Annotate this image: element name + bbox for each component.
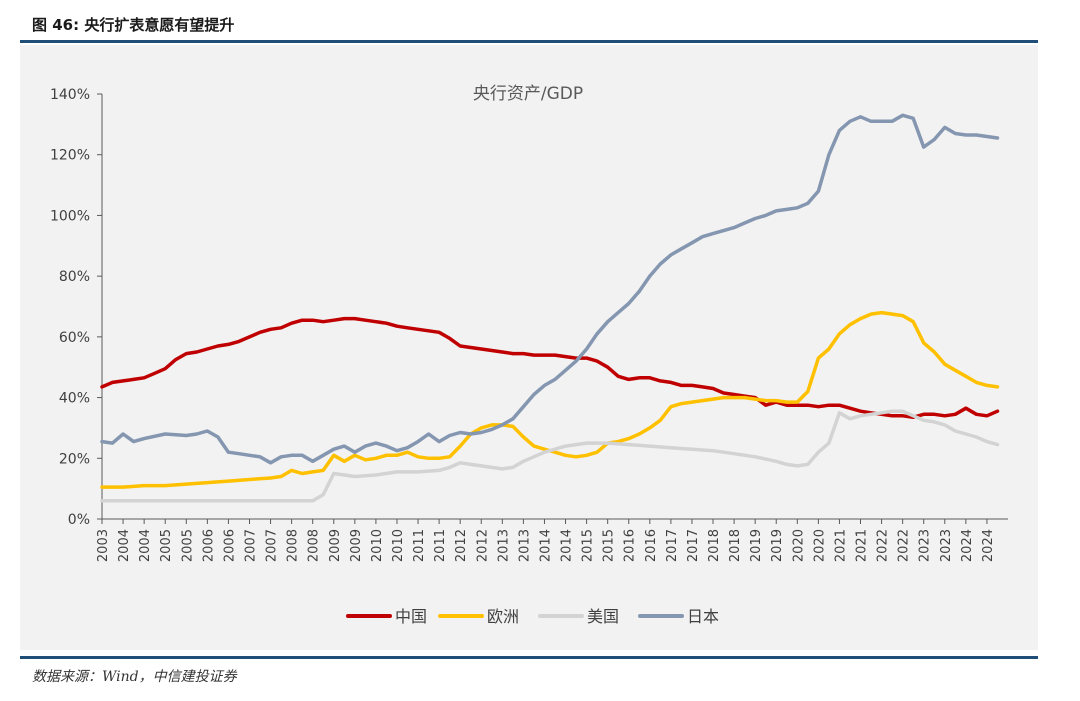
x-tick-label: 2013: [496, 529, 511, 562]
x-tick-label: 2007: [243, 529, 258, 562]
x-tick-label: 2005: [180, 529, 195, 562]
x-tick-label: 2014: [560, 529, 575, 562]
x-tick-label: 2017: [686, 529, 701, 562]
y-tick-label: 0%: [68, 512, 90, 528]
legend: 中国 欧洲 美国 日本: [346, 607, 719, 626]
x-tick-label: 2004: [117, 529, 132, 562]
x-tick-label: 2019: [749, 529, 764, 562]
x-tick-label: 2016: [623, 529, 638, 562]
x-tick-label: 2006: [201, 529, 216, 562]
y-tick-label: 60%: [59, 330, 90, 346]
legend-label: 美国: [587, 607, 619, 626]
x-tick-label: 2013: [517, 529, 532, 562]
series-line-2: [100, 409, 1000, 503]
series-line-1: [100, 310, 1000, 489]
x-tick-label: 2010: [370, 529, 385, 562]
x-tick-label: 2020: [791, 529, 806, 562]
y-tick-label: 120%: [50, 148, 90, 164]
x-tick-label: 2011: [412, 529, 427, 562]
x-tick-label: 2020: [812, 529, 827, 562]
x-tick-label: 2009: [349, 529, 364, 562]
x-tick-label: 2022: [897, 529, 912, 562]
figure-title: 图 46: 央行扩表意愿有望提升: [32, 16, 235, 34]
y-tick-label: 100%: [50, 208, 90, 224]
series-line-0: [100, 316, 1000, 420]
x-tick-label: 2012: [475, 529, 490, 562]
x-tick-label: 2016: [644, 529, 659, 562]
legend-label: 中国: [395, 607, 427, 626]
x-tick-label: 2015: [581, 529, 596, 562]
x-tick-label: 2006: [222, 529, 237, 562]
x-tick-label: 2010: [391, 529, 406, 562]
legend-label: 日本: [687, 607, 719, 626]
x-tick-label: 2017: [665, 529, 680, 562]
x-tick-label: 2024: [981, 529, 996, 562]
x-tick-label: 2015: [602, 529, 617, 562]
x-tick-label: 2021: [833, 529, 848, 562]
x-tick-label: 2007: [265, 529, 280, 562]
x-tick-label: 2011: [433, 529, 448, 562]
x-tick-label: 2022: [876, 529, 891, 562]
x-tick-label: 2023: [939, 529, 954, 562]
chart-panel: [20, 45, 1038, 650]
x-tick-label: 2005: [159, 529, 174, 562]
source-note: 数据来源：Wind，中信建投证券: [32, 669, 237, 685]
x-tick-label: 2023: [918, 529, 933, 562]
x-tick-label: 2014: [538, 529, 553, 562]
y-tick-label: 20%: [59, 451, 90, 467]
bottom-rule: [20, 656, 1038, 659]
y-tick-label: 80%: [59, 269, 90, 285]
x-tick-label: 2018: [707, 529, 722, 562]
x-tick-label: 2012: [454, 529, 469, 562]
legend-label: 欧洲: [487, 607, 519, 626]
series-layer: [100, 113, 1000, 503]
x-tick-label: 2018: [728, 529, 743, 562]
top-rule: [20, 40, 1038, 43]
x-tick-label: 2003: [96, 529, 111, 562]
x-tick-label: 2021: [855, 529, 870, 562]
x-tick-label: 2019: [770, 529, 785, 562]
y-tick-label: 40%: [59, 391, 90, 407]
x-tick-label: 2009: [328, 529, 343, 562]
series-line-3: [100, 113, 1000, 465]
x-tick-label: 2008: [286, 529, 301, 562]
chart-title: 央行资产/GDP: [473, 84, 583, 104]
y-tick-label: 140%: [50, 87, 90, 103]
x-tick-label: 2004: [138, 529, 153, 562]
x-tick-label: 2024: [960, 529, 975, 562]
axes: 0% 20% 40% 60% 80% 100% 120% 140% 2003 2004 2004 20…: [50, 87, 1008, 562]
x-tick-label: 2008: [307, 529, 322, 562]
